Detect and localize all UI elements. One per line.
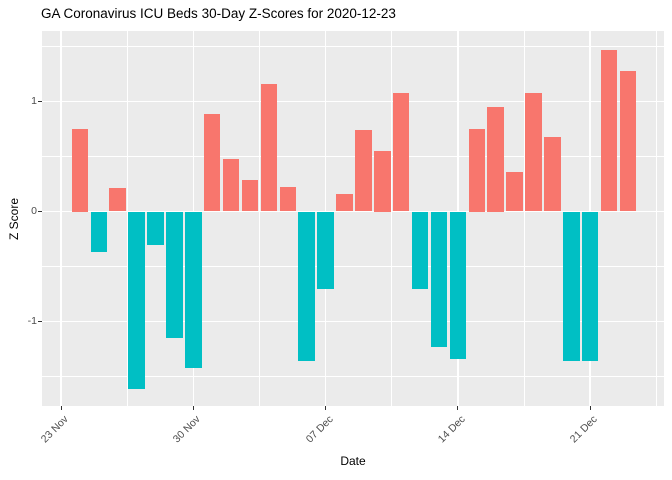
x-tick-mark — [457, 406, 459, 410]
gridline-minor-x — [126, 31, 128, 406]
y-axis-title: Z Score — [7, 198, 21, 241]
bar-2020-12-22 — [600, 49, 618, 212]
bar-2020-11-28 — [147, 211, 164, 245]
y-tick-label: 1 — [31, 95, 37, 107]
x-tick-mark — [192, 406, 194, 410]
bar-2020-12-02 — [222, 158, 240, 212]
bar-2020-11-30 — [185, 211, 202, 368]
gridline-minor-x — [391, 31, 393, 406]
bar-2020-12-01 — [203, 113, 221, 212]
bar-2020-12-20 — [563, 211, 580, 362]
gridline-minor-x — [523, 31, 525, 406]
bar-2020-12-17 — [506, 171, 523, 212]
bar-2020-11-25 — [90, 211, 108, 253]
bar-2020-11-27 — [128, 211, 145, 389]
bar-2020-11-24 — [71, 129, 89, 212]
chart-title: GA Coronavirus ICU Beds 30-Day Z-Scores … — [41, 6, 396, 21]
bar-2020-12-07 — [317, 211, 334, 289]
bar-2020-11-29 — [166, 211, 183, 338]
bar-2020-12-12 — [411, 211, 429, 289]
bar-2020-12-21 — [581, 211, 599, 362]
bar-2020-12-10 — [374, 151, 391, 212]
bar-2020-11-26 — [109, 188, 126, 212]
gridline-minor-y — [42, 156, 664, 157]
bar-2020-12-04 — [260, 83, 278, 212]
bar-2020-12-08 — [336, 193, 353, 212]
x-axis-title: Date — [340, 454, 366, 468]
bar-2020-12-19 — [544, 136, 561, 212]
bar-2020-12-23 — [619, 70, 637, 212]
y-tick-mark — [38, 211, 42, 212]
bar-2020-12-15 — [468, 129, 486, 212]
y-tick-mark — [38, 321, 42, 322]
gridline-minor-x — [258, 31, 260, 406]
bar-2020-12-14 — [449, 211, 467, 359]
gridline-major-y — [42, 320, 664, 323]
bar-2020-12-18 — [525, 92, 542, 212]
bar-2020-12-09 — [355, 130, 372, 212]
gridline-major-y — [42, 100, 664, 103]
x-tick-mark — [325, 406, 327, 410]
gridline-minor-y — [42, 266, 664, 267]
gridline-minor-x — [655, 31, 657, 406]
plot-panel — [42, 31, 664, 406]
gridline-major-x — [60, 31, 62, 406]
gridline-minor-y — [42, 46, 664, 47]
y-tick-mark — [38, 101, 42, 102]
gridline-major-y — [42, 210, 664, 213]
bar-2020-12-05 — [279, 187, 297, 212]
y-tick-label: -1 — [27, 315, 37, 327]
bar-2020-12-13 — [430, 211, 448, 347]
x-tick-mark — [60, 406, 62, 410]
bar-2020-12-06 — [298, 211, 315, 362]
bar-2020-12-03 — [241, 179, 259, 212]
bar-2020-12-16 — [487, 107, 504, 212]
x-tick-mark — [589, 406, 591, 410]
bar-2020-12-11 — [392, 92, 410, 212]
gridline-minor-y — [42, 376, 664, 377]
y-tick-label: 0 — [31, 205, 37, 217]
